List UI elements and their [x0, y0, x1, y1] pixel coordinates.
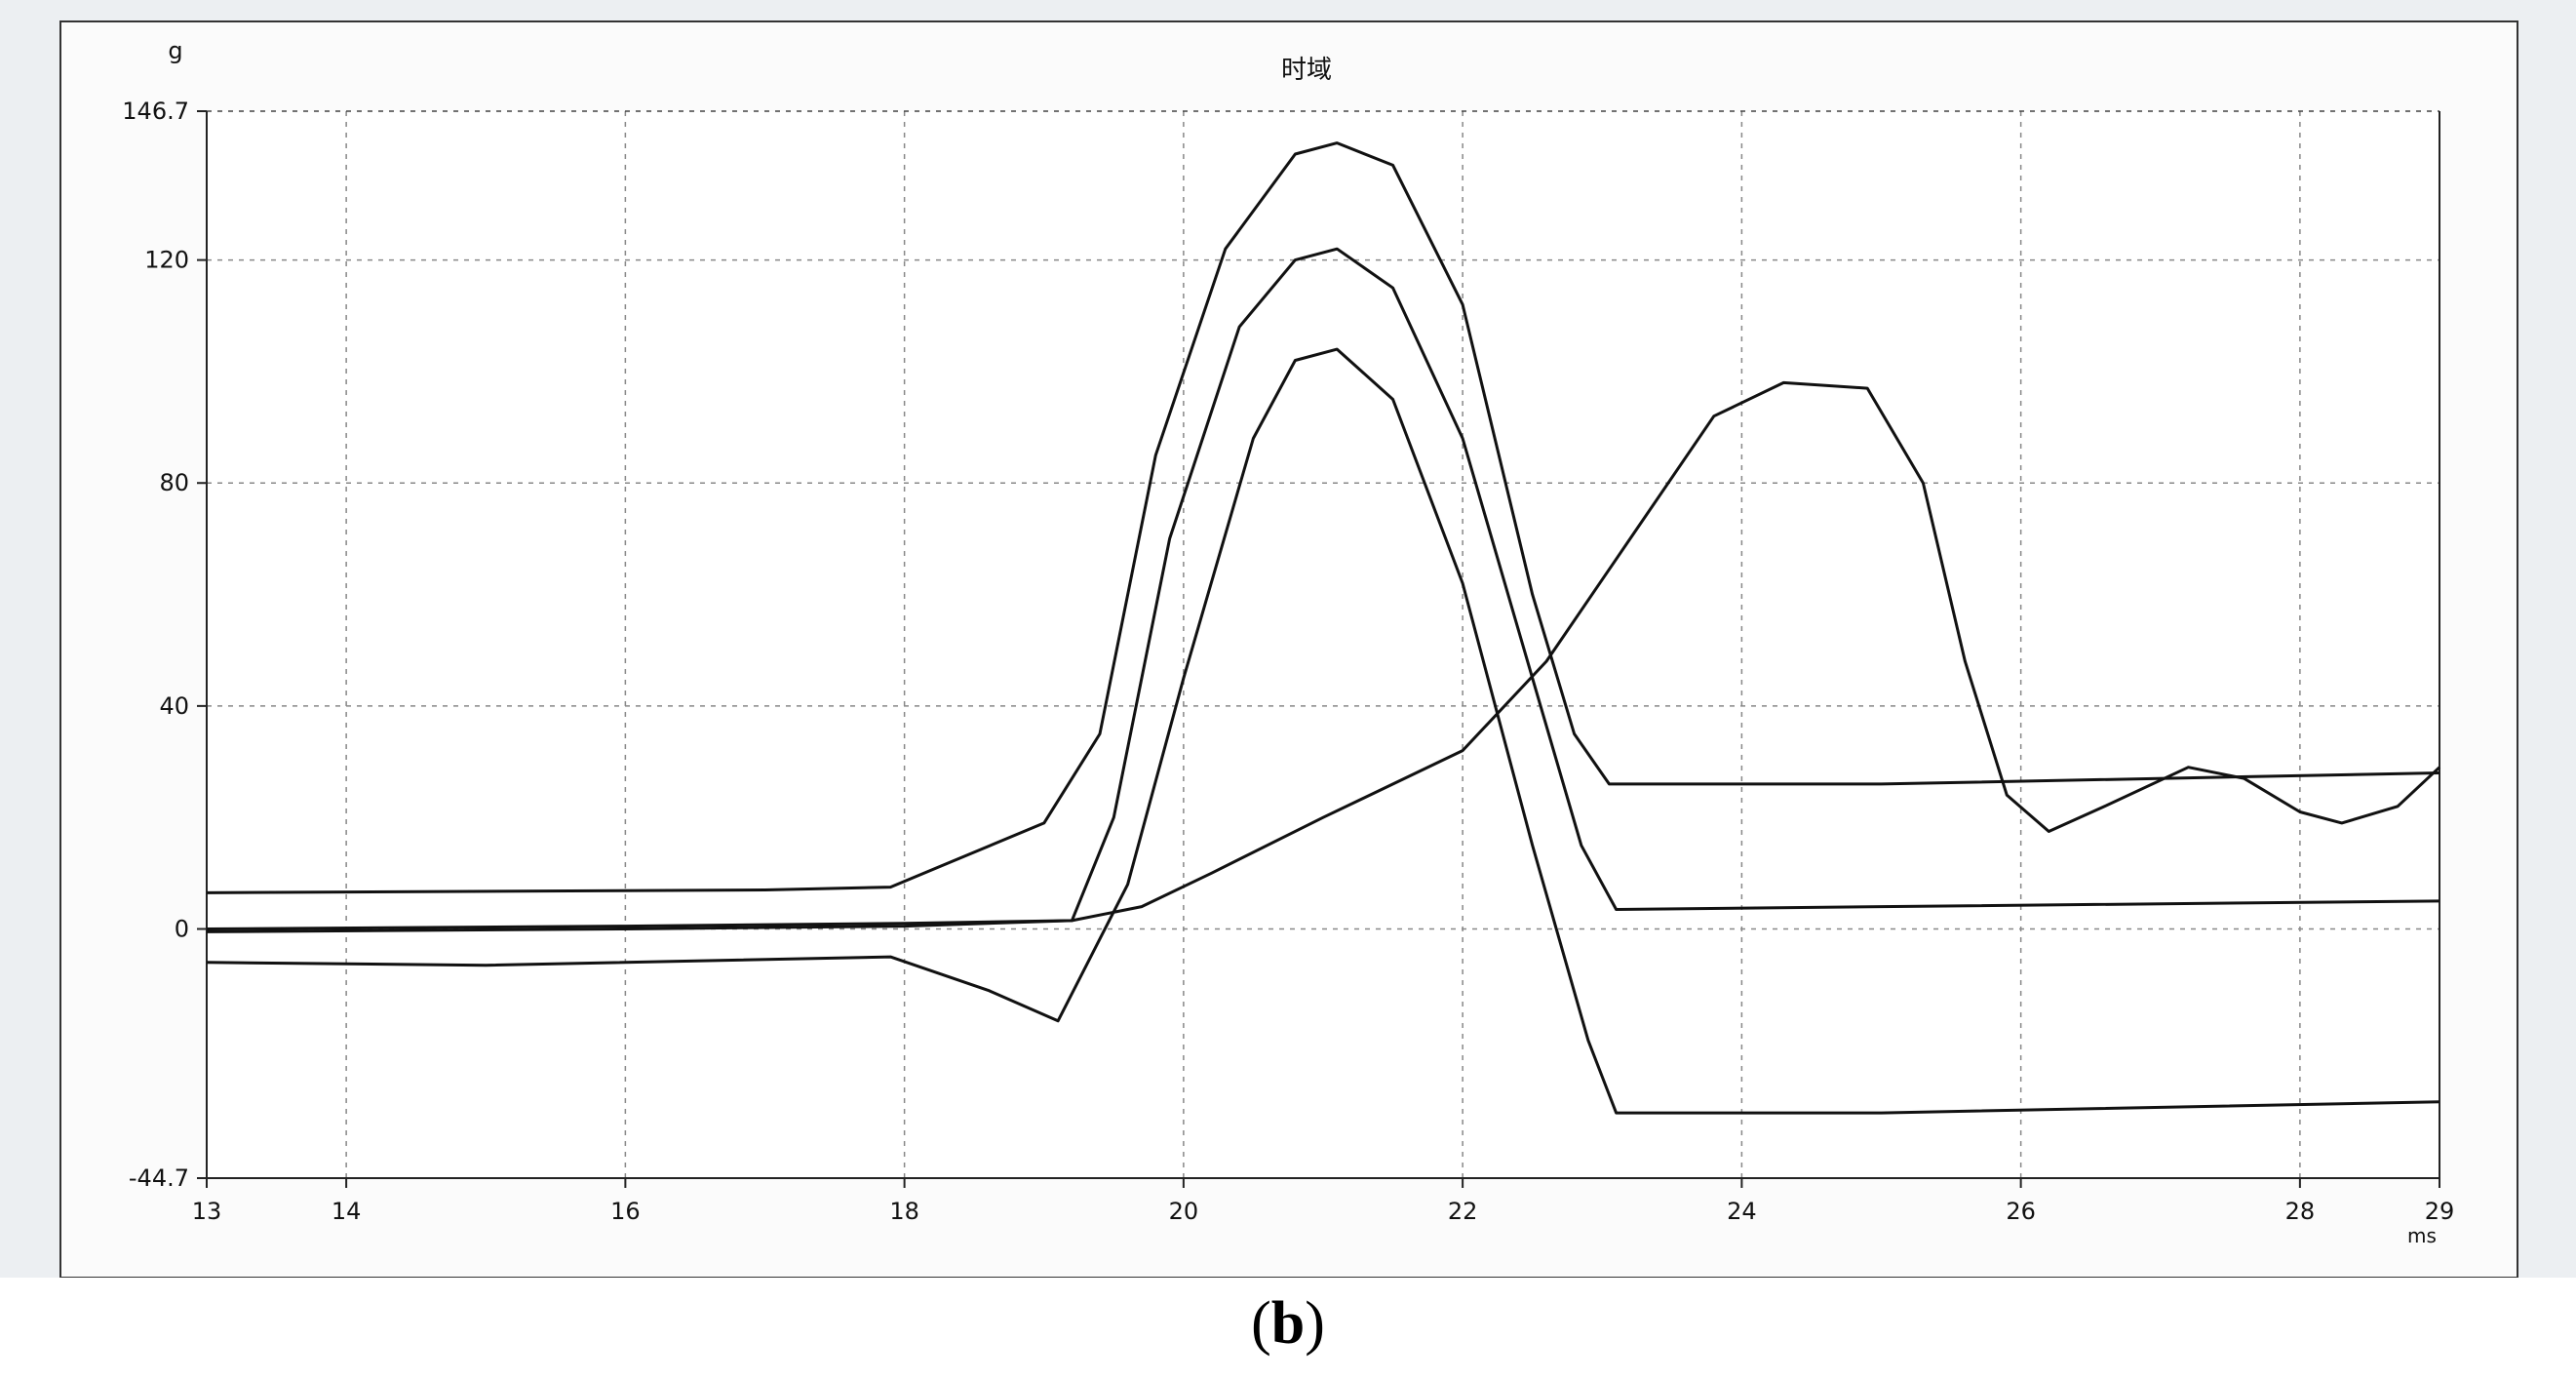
y-tick-label: 0	[175, 916, 189, 943]
x-tick-label: 26	[2006, 1198, 2036, 1225]
caption-letter: b	[1270, 1290, 1306, 1357]
caption-open-paren: (	[1251, 1290, 1271, 1357]
x-tick-label: 22	[1448, 1198, 1478, 1225]
caption-close-paren: )	[1305, 1290, 1325, 1357]
y-axis-unit-label: g	[168, 37, 182, 64]
x-tick-label: 20	[1169, 1198, 1199, 1225]
figure-caption: (b)	[0, 1289, 2576, 1359]
time-domain-chart: 13 14 16 18 20 22 24 26 28 29 146.7 120 80 40 0 -44.7 时…	[59, 20, 2518, 1278]
tick-labels: 13 14 16 18 20 22 24 26 28 29 146.7 120 80 40 0 -44.7	[122, 98, 2454, 1225]
y-tick-label: -44.7	[129, 1164, 189, 1192]
y-tick-label: 40	[159, 692, 189, 720]
x-tick-label: 24	[1727, 1198, 1757, 1225]
grid-lines	[207, 111, 2439, 1178]
y-tick-label: 120	[144, 247, 189, 274]
x-axis-unit-label: ms	[2407, 1224, 2437, 1247]
plot-area	[207, 111, 2439, 1178]
x-tick-label: 14	[332, 1198, 362, 1225]
x-tick-label: 29	[2425, 1198, 2455, 1225]
x-tick-label: 28	[2285, 1198, 2316, 1225]
x-tick-label: 18	[889, 1198, 919, 1225]
chart-title: 时域	[1281, 56, 1332, 85]
x-tick-label: 13	[192, 1198, 222, 1225]
y-tick-label: 146.7	[122, 98, 189, 125]
series-line-1	[206, 141, 2440, 894]
series-line-3	[206, 347, 2440, 1115]
axes	[197, 110, 2440, 1188]
series-lines	[206, 141, 2441, 1115]
x-tick-label: 16	[610, 1198, 641, 1225]
series-line-4	[206, 380, 2441, 933]
y-tick-label: 80	[159, 469, 189, 496]
